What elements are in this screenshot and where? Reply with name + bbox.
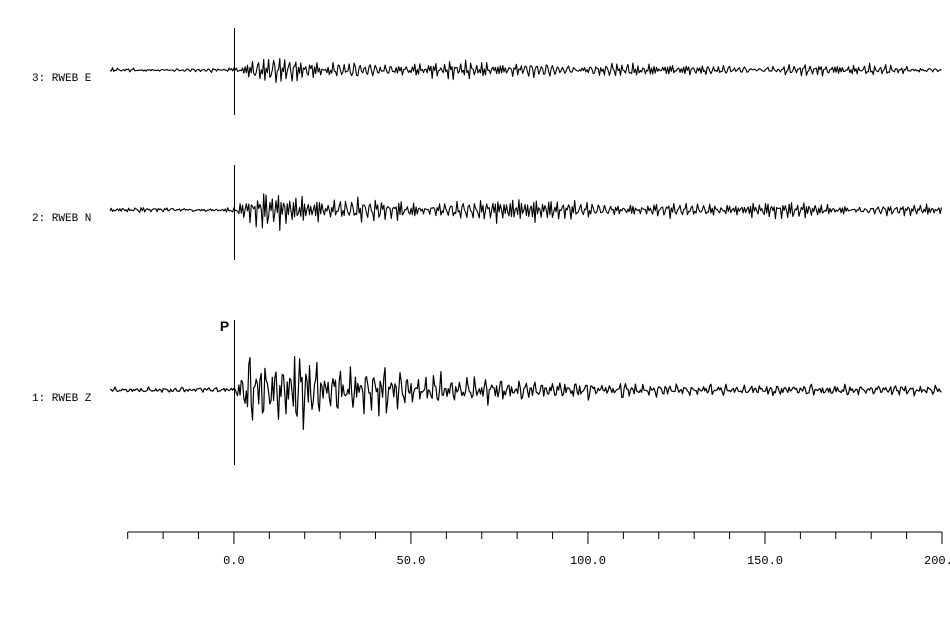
axis-tick-label: 50.0 xyxy=(397,554,426,568)
seismogram-figure: { "figure": { "width_px": 950, "height_p… xyxy=(0,0,950,628)
axis-tick-label: 150.0 xyxy=(747,554,783,568)
axis-tick-label: 0.0 xyxy=(223,554,245,568)
time-axis xyxy=(0,0,950,628)
axis-tick-label: 100.0 xyxy=(570,554,606,568)
axis-tick-label: 200.0 xyxy=(924,554,950,568)
